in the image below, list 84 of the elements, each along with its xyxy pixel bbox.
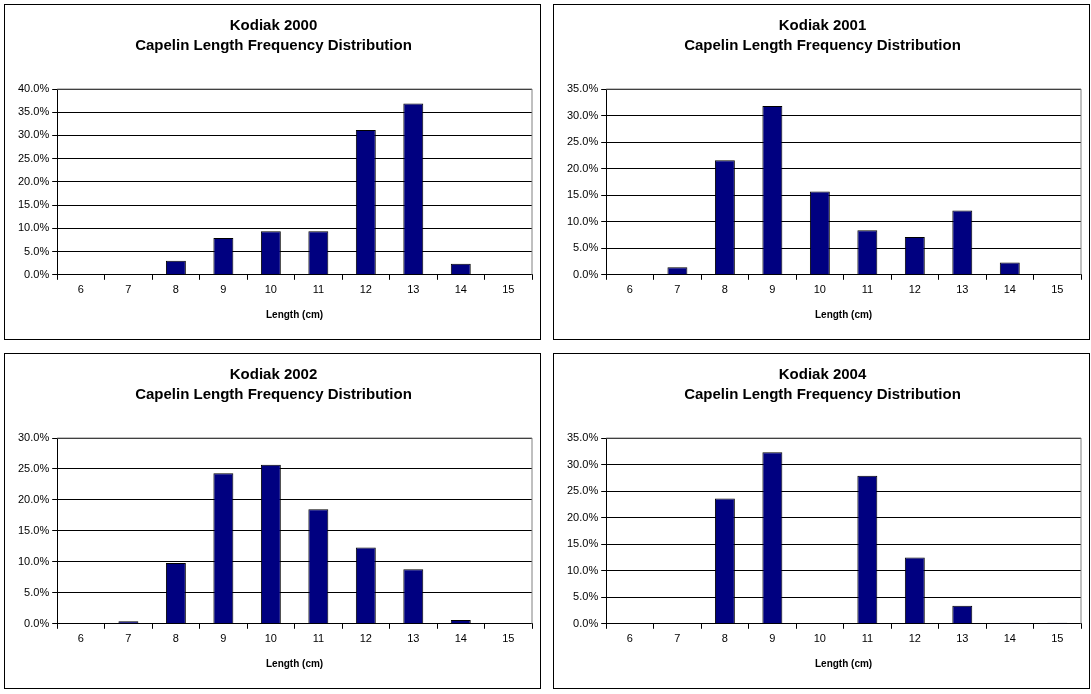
y-tick-label: 15.0% xyxy=(566,537,599,550)
y-tick-label: 25.0% xyxy=(17,151,50,164)
x-tick-label: 15 xyxy=(502,632,515,645)
chart-title: Kodiak 2002 xyxy=(229,365,318,383)
x-tick-label: 7 xyxy=(125,283,132,296)
x-tick-label: 14 xyxy=(454,632,467,645)
x-tick-label: 8 xyxy=(721,283,728,296)
x-tick-label: 14 xyxy=(454,283,467,296)
x-tick-label: 9 xyxy=(220,283,227,296)
x-tick-label: 15 xyxy=(1051,283,1064,296)
x-tick-label: 7 xyxy=(125,632,132,645)
chart-title: Kodiak 2004 xyxy=(778,365,867,383)
y-tick-label: 0.0% xyxy=(573,267,599,280)
y-tick-label: 10.0% xyxy=(17,554,50,567)
x-tick-label: 11 xyxy=(861,632,874,645)
x-axis-title: Length (cm) xyxy=(814,308,873,320)
x-tick-label: 9 xyxy=(220,632,227,645)
x-tick-label: 10 xyxy=(264,283,277,296)
x-tick-label: 7 xyxy=(674,283,681,296)
y-tick-label: 25.0% xyxy=(566,135,599,148)
x-tick-label: 9 xyxy=(769,283,776,296)
x-tick-label: 11 xyxy=(861,283,874,296)
x-tick-label: 8 xyxy=(172,632,179,645)
y-tick-label: 15.0% xyxy=(17,523,50,536)
x-tick-label: 6 xyxy=(626,283,633,296)
y-tick-label: 20.0% xyxy=(17,174,50,187)
x-tick-label: 11 xyxy=(312,283,325,296)
x-tick-label: 8 xyxy=(172,283,179,296)
y-tick-label: 10.0% xyxy=(566,214,599,227)
y-tick-label: 10.0% xyxy=(566,563,599,576)
y-tick-label: 20.0% xyxy=(566,161,599,174)
y-tick-label: 30.0% xyxy=(566,457,599,470)
y-tick-label: 15.0% xyxy=(17,198,50,211)
y-tick-label: 30.0% xyxy=(566,108,599,121)
y-tick-label: 35.0% xyxy=(17,105,50,118)
y-tick-label: 20.0% xyxy=(566,510,599,523)
chart-subtitle: Capelin Length Frequency Distribution xyxy=(684,385,961,403)
x-tick-label: 13 xyxy=(956,632,969,645)
x-tick-label: 7 xyxy=(674,632,681,645)
y-tick-label: 30.0% xyxy=(17,431,50,444)
x-tick-label: 12 xyxy=(908,283,921,296)
y-tick-label: 30.0% xyxy=(17,128,50,141)
y-tick-label: 5.0% xyxy=(24,244,50,257)
y-tick-label: 25.0% xyxy=(566,484,599,497)
x-tick-label: 13 xyxy=(407,632,420,645)
chart-subtitle: Capelin Length Frequency Distribution xyxy=(135,36,412,54)
x-axis-title: Length (cm) xyxy=(814,657,873,669)
x-axis-title: Length (cm) xyxy=(265,308,324,320)
x-tick-label: 11 xyxy=(312,632,325,645)
y-tick-label: 35.0% xyxy=(566,82,599,95)
x-tick-label: 6 xyxy=(77,632,84,645)
x-tick-label: 14 xyxy=(1003,632,1016,645)
chart-title: Kodiak 2000 xyxy=(229,16,318,34)
x-tick-label: 9 xyxy=(769,632,776,645)
x-tick-label: 13 xyxy=(956,283,969,296)
x-axis-title: Length (cm) xyxy=(265,657,324,669)
y-tick-label: 5.0% xyxy=(24,585,50,598)
x-tick-label: 6 xyxy=(626,632,633,645)
y-tick-label: 25.0% xyxy=(17,462,50,474)
y-tick-label: 0.0% xyxy=(573,616,599,629)
y-tick-label: 5.0% xyxy=(573,590,599,603)
x-tick-label: 12 xyxy=(359,632,372,645)
y-tick-label: 5.0% xyxy=(573,241,599,254)
x-tick-label: 6 xyxy=(77,283,84,296)
y-tick-label: 40.0% xyxy=(17,82,50,95)
y-tick-label: 20.0% xyxy=(17,492,50,505)
x-tick-label: 15 xyxy=(1051,632,1064,645)
x-tick-label: 10 xyxy=(813,283,826,296)
x-tick-label: 8 xyxy=(721,632,728,645)
x-tick-label: 15 xyxy=(502,283,515,296)
chart-title: Kodiak 2001 xyxy=(778,16,867,34)
y-tick-label: 0.0% xyxy=(24,267,50,280)
x-tick-label: 12 xyxy=(359,283,372,296)
y-tick-label: 15.0% xyxy=(566,188,599,201)
y-tick-label: 10.0% xyxy=(17,221,50,234)
chart-subtitle: Capelin Length Frequency Distribution xyxy=(684,36,961,54)
x-tick-label: 12 xyxy=(908,632,921,645)
y-tick-label: 0.0% xyxy=(24,616,50,629)
y-tick-label: 35.0% xyxy=(566,431,599,444)
x-tick-label: 10 xyxy=(264,632,277,645)
x-tick-label: 10 xyxy=(813,632,826,645)
x-tick-label: 13 xyxy=(407,283,420,296)
x-tick-label: 14 xyxy=(1003,283,1016,296)
chart-subtitle: Capelin Length Frequency Distribution xyxy=(135,385,412,403)
